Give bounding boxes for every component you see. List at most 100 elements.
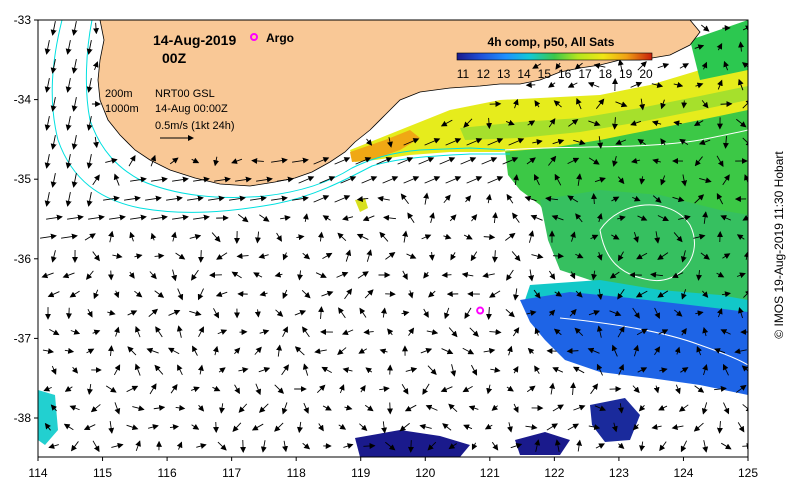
current-arrow bbox=[256, 176, 273, 183]
current-arrow bbox=[154, 290, 165, 298]
current-arrow bbox=[723, 402, 730, 415]
current-arrow bbox=[407, 212, 415, 224]
current-arrow bbox=[154, 364, 164, 375]
current-arrow bbox=[359, 423, 368, 432]
current-arrow bbox=[401, 310, 410, 317]
current-arrow bbox=[197, 288, 204, 301]
current-arrow bbox=[716, 271, 725, 278]
current-arrow bbox=[428, 290, 436, 298]
current-arrow bbox=[737, 422, 745, 433]
current-arrow bbox=[486, 384, 493, 395]
lon-tick-label: 115 bbox=[93, 466, 112, 480]
current-arrow bbox=[302, 442, 311, 450]
current-arrow bbox=[50, 404, 57, 412]
current-arrow bbox=[40, 233, 57, 240]
current-arrow bbox=[471, 364, 478, 376]
current-arrow bbox=[696, 345, 702, 356]
lon-tick-label: 114 bbox=[28, 466, 47, 480]
current-arrow bbox=[450, 252, 457, 261]
current-arrow bbox=[317, 231, 324, 242]
current-arrow bbox=[235, 176, 252, 183]
current-arrow bbox=[219, 403, 225, 414]
current-arrow bbox=[418, 157, 435, 165]
current-arrow bbox=[365, 138, 373, 146]
current-arrow bbox=[575, 290, 583, 298]
current-arrow bbox=[693, 233, 706, 240]
current-arrow bbox=[135, 325, 141, 338]
current-arrow bbox=[128, 154, 136, 167]
lat-tick-label: -35 bbox=[14, 172, 32, 186]
current-arrow bbox=[466, 176, 483, 184]
current-arrow bbox=[69, 405, 80, 411]
current-arrow bbox=[86, 192, 93, 207]
current-arrow bbox=[44, 78, 51, 93]
current-arrow bbox=[532, 139, 543, 145]
current-arrow bbox=[548, 309, 556, 317]
current-arrow bbox=[742, 137, 748, 147]
current-arrow bbox=[427, 441, 437, 451]
current-arrow bbox=[469, 327, 479, 337]
current-arrow bbox=[281, 402, 288, 415]
current-arrow bbox=[632, 307, 640, 319]
argo-float-marker[interactable] bbox=[476, 306, 485, 315]
current-arrow bbox=[611, 422, 618, 433]
current-arrow bbox=[196, 443, 207, 449]
current-arrow bbox=[720, 100, 733, 107]
current-arrow bbox=[189, 233, 202, 240]
current-arrow bbox=[530, 214, 543, 221]
current-arrow bbox=[93, 22, 100, 35]
current-arrow bbox=[694, 156, 703, 167]
current-arrow bbox=[680, 327, 687, 336]
current-arrow bbox=[50, 250, 57, 263]
current-arrow bbox=[282, 326, 288, 338]
current-arrow bbox=[575, 252, 584, 259]
current-arrow bbox=[341, 329, 354, 335]
current-arrow bbox=[651, 423, 662, 430]
current-arrow bbox=[366, 249, 373, 262]
current-arrow bbox=[534, 439, 541, 452]
current-arrow bbox=[449, 214, 457, 222]
current-arrow bbox=[576, 439, 583, 452]
current-arrow bbox=[65, 154, 72, 169]
current-arrow bbox=[86, 116, 93, 131]
current-arrow bbox=[591, 270, 598, 281]
current-arrow bbox=[471, 442, 478, 451]
current-arrow bbox=[505, 119, 515, 126]
current-arrow bbox=[445, 176, 462, 184]
current-arrow bbox=[41, 272, 54, 279]
current-arrow bbox=[701, 24, 710, 32]
current-arrow bbox=[653, 385, 660, 394]
current-arrow bbox=[338, 307, 346, 319]
current-arrow bbox=[588, 120, 601, 127]
current-arrow bbox=[108, 345, 114, 356]
current-arrow bbox=[87, 309, 93, 318]
current-arrow bbox=[92, 329, 101, 336]
current-arrow bbox=[400, 193, 409, 205]
current-arrow bbox=[44, 192, 51, 207]
current-arrow bbox=[597, 136, 604, 149]
current-arrow bbox=[693, 120, 704, 126]
current-arrow bbox=[274, 271, 283, 278]
current-arrow bbox=[673, 232, 683, 243]
current-arrow bbox=[553, 100, 562, 108]
current-arrow bbox=[215, 291, 228, 298]
current-arrow bbox=[596, 325, 603, 338]
current-arrow bbox=[44, 154, 51, 169]
current-arrow bbox=[463, 424, 473, 431]
current-arrow bbox=[151, 214, 168, 221]
current-arrow bbox=[254, 231, 261, 244]
current-arrow bbox=[591, 193, 597, 205]
current-arrow bbox=[154, 253, 165, 260]
current-arrow bbox=[549, 382, 556, 395]
current-arrow bbox=[513, 174, 519, 185]
lat-tick-label: -37 bbox=[14, 331, 32, 345]
current-arrow bbox=[197, 404, 205, 412]
current-arrow bbox=[721, 291, 731, 298]
current-arrow bbox=[365, 367, 373, 374]
current-arrow bbox=[408, 327, 415, 336]
current-arrow bbox=[43, 385, 52, 392]
current-arrow bbox=[213, 308, 220, 319]
current-arrow bbox=[134, 363, 141, 376]
colorbar-ticks: 11 12 13 14 15 16 17 18 19 20 bbox=[457, 67, 653, 81]
current-arrow bbox=[463, 118, 473, 128]
